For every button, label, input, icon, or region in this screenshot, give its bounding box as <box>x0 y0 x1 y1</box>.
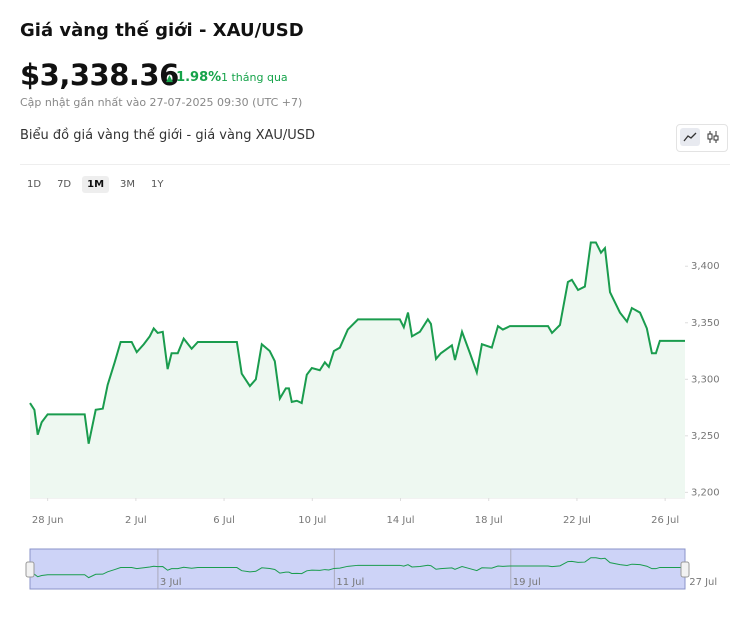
y-tick-label: 3,350 <box>691 318 720 329</box>
up-arrow: ▲ <box>166 74 177 84</box>
chart-mode <box>676 124 728 152</box>
y-tick-label: 3,200 <box>691 487 720 498</box>
period: 1 tháng qua <box>221 71 288 84</box>
range-button[interactable]: 7D <box>57 179 72 190</box>
navigator-handle <box>25 561 35 578</box>
navigator-line <box>29 557 685 579</box>
range-button[interactable]: 1Y <box>151 179 164 190</box>
navigator-label: 11 Jul <box>336 577 364 588</box>
x-tick-label: 22 Jul <box>563 515 591 526</box>
price-line <box>29 241 685 444</box>
range-button[interactable]: 1D <box>27 179 42 190</box>
navigator-handle <box>680 561 690 578</box>
updated: Cập nhật gần nhất vào 27-07-2025 09:30 (… <box>20 96 303 109</box>
navigator-label: 27 Jul <box>689 577 717 588</box>
section-title: Biểu đồ giá vàng thế giới - giá vàng XAU… <box>20 128 316 143</box>
x-tick-label: 26 Jul <box>651 515 679 526</box>
range-button[interactable]: 3M <box>120 179 136 190</box>
candle-mode[interactable] <box>703 128 723 146</box>
divider <box>20 164 730 165</box>
y-tick-label: 3,300 <box>691 374 720 385</box>
x-tick-label: 2 Jul <box>125 515 147 526</box>
navigator-label: 19 Jul <box>513 577 541 588</box>
price: $3,338.36 <box>20 58 179 92</box>
line-mode[interactable] <box>680 128 700 146</box>
x-tick-label: 14 Jul <box>387 515 415 526</box>
range-buttons: 1D 7D 1M 3M 1Y <box>22 176 169 193</box>
x-tick-label: 10 Jul <box>298 515 326 526</box>
x-tick-label: 6 Jul <box>213 515 235 526</box>
area-fill <box>30 242 685 498</box>
y-tick-label: 3,400 <box>691 261 720 272</box>
range-button[interactable]: 1M <box>82 176 110 193</box>
change-value: 1.98% <box>176 70 222 85</box>
navigator-label: 3 Jul <box>160 577 182 588</box>
page-title: Giá vàng thế giới - XAU/USD <box>20 20 304 41</box>
change: ▲ 1.98% <box>166 70 221 85</box>
x-tick-label: 18 Jul <box>475 515 503 526</box>
y-tick-label: 3,250 <box>691 431 720 442</box>
x-tick-label: 28 Jun <box>32 515 64 526</box>
navigator-bg <box>29 548 686 590</box>
